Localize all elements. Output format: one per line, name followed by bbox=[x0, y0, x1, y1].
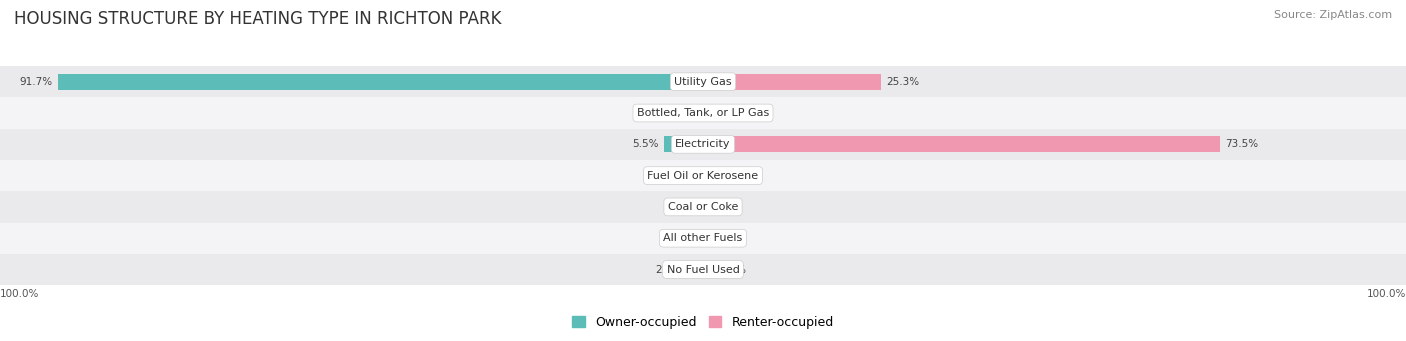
Text: 2.2%: 2.2% bbox=[655, 265, 682, 275]
Text: 0.66%: 0.66% bbox=[659, 108, 693, 118]
Text: 0.72%: 0.72% bbox=[714, 265, 747, 275]
Text: 0.56%: 0.56% bbox=[713, 108, 745, 118]
Text: Source: ZipAtlas.com: Source: ZipAtlas.com bbox=[1274, 10, 1392, 20]
Text: 0.0%: 0.0% bbox=[671, 170, 697, 181]
Text: Bottled, Tank, or LP Gas: Bottled, Tank, or LP Gas bbox=[637, 108, 769, 118]
Bar bbox=[0, 66, 1406, 98]
Bar bbox=[0, 254, 1406, 285]
Text: 0.0%: 0.0% bbox=[709, 233, 735, 243]
Text: 73.5%: 73.5% bbox=[1226, 139, 1258, 149]
Bar bbox=[699, 105, 703, 121]
Text: 5.5%: 5.5% bbox=[633, 139, 658, 149]
Bar bbox=[703, 105, 707, 121]
Text: HOUSING STRUCTURE BY HEATING TYPE IN RICHTON PARK: HOUSING STRUCTURE BY HEATING TYPE IN RIC… bbox=[14, 10, 502, 28]
Bar bbox=[703, 261, 709, 278]
Legend: Owner-occupied, Renter-occupied: Owner-occupied, Renter-occupied bbox=[568, 311, 838, 334]
Text: No Fuel Used: No Fuel Used bbox=[666, 265, 740, 275]
Bar bbox=[703, 74, 880, 90]
Text: Coal or Coke: Coal or Coke bbox=[668, 202, 738, 212]
Text: 0.0%: 0.0% bbox=[671, 233, 697, 243]
Bar bbox=[58, 74, 703, 90]
Bar bbox=[665, 136, 703, 152]
Text: All other Fuels: All other Fuels bbox=[664, 233, 742, 243]
Text: 0.0%: 0.0% bbox=[709, 170, 735, 181]
Text: Utility Gas: Utility Gas bbox=[675, 77, 731, 87]
Bar bbox=[0, 160, 1406, 191]
Bar bbox=[703, 136, 1219, 152]
Text: 100.0%: 100.0% bbox=[1367, 289, 1406, 299]
Text: Electricity: Electricity bbox=[675, 139, 731, 149]
Text: 25.3%: 25.3% bbox=[886, 77, 920, 87]
Text: 91.7%: 91.7% bbox=[20, 77, 53, 87]
Bar bbox=[688, 261, 703, 278]
Bar bbox=[0, 129, 1406, 160]
Bar bbox=[0, 223, 1406, 254]
Text: 100.0%: 100.0% bbox=[0, 289, 39, 299]
Text: 0.0%: 0.0% bbox=[709, 202, 735, 212]
Bar bbox=[0, 191, 1406, 223]
Bar bbox=[0, 98, 1406, 129]
Text: 0.0%: 0.0% bbox=[671, 202, 697, 212]
Text: Fuel Oil or Kerosene: Fuel Oil or Kerosene bbox=[647, 170, 759, 181]
